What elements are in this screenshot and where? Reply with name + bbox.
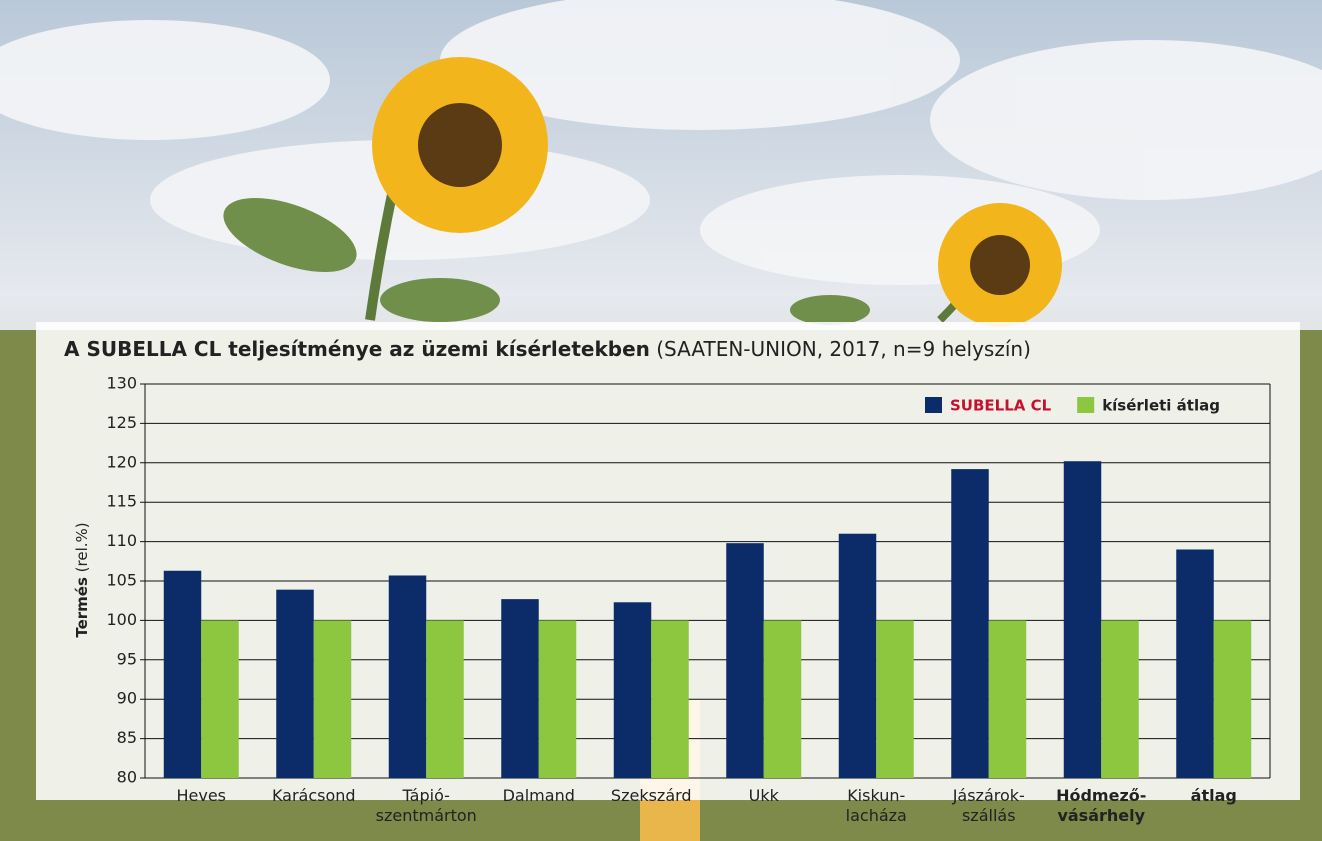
y-tick-label: 95 — [117, 649, 137, 668]
chart-title: A SUBELLA CL teljesítménye az üzemi kísé… — [64, 337, 1031, 361]
bar — [276, 590, 314, 778]
y-tick-label: 110 — [106, 531, 137, 550]
x-tick-label: átlag — [1191, 786, 1237, 805]
bar — [1214, 620, 1252, 778]
x-tick-label: Karácsond — [272, 786, 356, 805]
y-axis-label: Termés (rel.%) — [73, 522, 91, 637]
bar — [201, 620, 239, 778]
y-label-unit: (rel.%) — [73, 522, 91, 572]
legend-swatch — [925, 397, 942, 413]
x-tick-label: Dalmand — [503, 786, 575, 805]
y-tick-label: 90 — [117, 689, 137, 708]
y-tick-label: 120 — [106, 452, 137, 471]
y-tick-label: 100 — [106, 610, 137, 629]
subtitle: (SAATEN-UNION, 2017, n=9 helyszín) — [656, 337, 1031, 361]
bar — [614, 602, 652, 778]
bar — [1176, 549, 1214, 778]
page: A SUBELLA CL teljesítménye az üzemi kísé… — [0, 0, 1322, 841]
bar — [839, 534, 877, 778]
bar — [501, 599, 539, 778]
bar — [314, 620, 352, 778]
x-tick-label: Szekszárd — [611, 786, 692, 805]
y-tick-label: 115 — [106, 492, 137, 511]
bar — [951, 469, 989, 778]
x-tick-label: Jászárok-szállás — [952, 786, 1025, 825]
x-tick-label: Ukk — [749, 786, 780, 805]
bar — [651, 620, 689, 778]
y-tick-label: 105 — [106, 571, 137, 590]
bar — [389, 575, 427, 778]
bar — [164, 571, 202, 778]
legend-swatch — [1077, 397, 1094, 413]
y-tick-label: 85 — [117, 728, 137, 747]
title: A SUBELLA CL teljesítménye az üzemi kísé… — [64, 337, 650, 361]
bar — [426, 620, 464, 778]
bar — [1064, 461, 1102, 778]
legend-label: SUBELLA CL — [950, 397, 1052, 415]
y-label: Termés — [73, 577, 91, 638]
x-tick-label: Hódmező-vásárhely — [1056, 786, 1146, 825]
bar — [1101, 620, 1139, 778]
bar — [876, 620, 914, 778]
bar — [539, 620, 577, 778]
y-tick-label: 80 — [117, 768, 137, 787]
bar — [764, 620, 802, 778]
x-tick-label: Heves — [176, 786, 226, 805]
y-tick-label: 130 — [106, 374, 137, 393]
bar — [989, 620, 1027, 778]
bar — [726, 543, 764, 778]
y-tick-label: 125 — [106, 413, 137, 432]
legend-label: kísérleti átlag — [1102, 397, 1220, 415]
x-tick-label: Kiskun-lacháza — [846, 786, 907, 825]
